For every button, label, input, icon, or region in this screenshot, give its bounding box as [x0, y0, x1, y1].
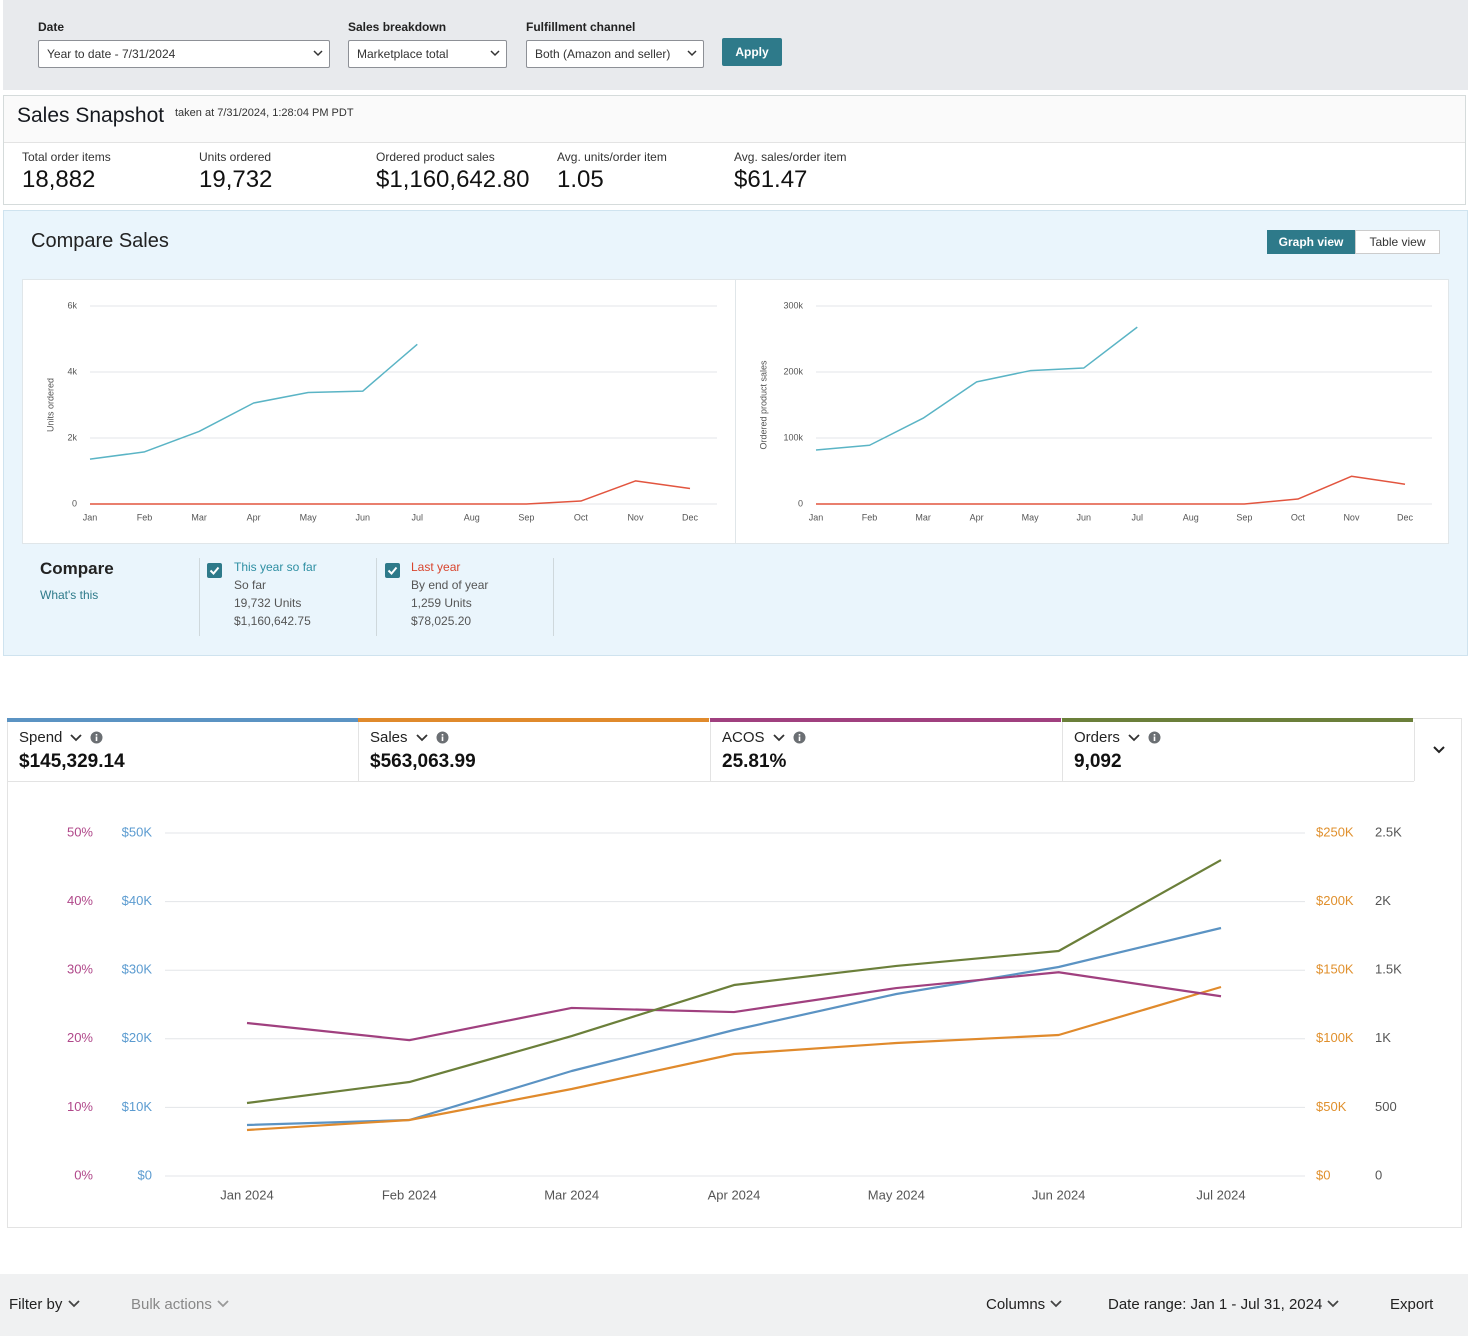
compare-item: Last year By end of year 1,259 Units $78… [411, 558, 488, 630]
chart-divider [735, 279, 736, 544]
tab-value: 9,092 [1074, 751, 1122, 772]
divider [199, 558, 200, 636]
legend-entry: This year so far [234, 560, 317, 574]
divider [553, 558, 554, 636]
metric-value: 1.05 [557, 166, 604, 193]
compare-line: 19,732 Units [234, 596, 302, 610]
metric-label: Avg. sales/order item [734, 150, 847, 164]
tab-value: $145,329.14 [19, 751, 125, 772]
select-value: Both (Amazon and seller) [535, 47, 671, 61]
divider [376, 558, 377, 636]
toolbar-text: Bulk actions [131, 1296, 212, 1313]
chevron[interactable] [1128, 733, 1140, 742]
channel-select[interactable]: Both (Amazon and seller) [526, 40, 704, 68]
chevron [1327, 1300, 1340, 1308]
filter-label: Fulfillment channel [526, 20, 636, 34]
snapshot-time: taken at 7/31/2024, 1:28:04 PM PDT [175, 107, 354, 119]
toolbar-text: Filter by [9, 1296, 63, 1313]
metric-label: Total order items [22, 150, 111, 164]
columns[interactable]: Columns [986, 1296, 1063, 1313]
tab-value: $563,063.99 [370, 751, 476, 772]
snapshot-title: Sales Snapshot [17, 104, 165, 127]
info-icon[interactable] [90, 731, 103, 744]
info-icon[interactable] [1148, 731, 1161, 744]
filter-label: Date [38, 20, 65, 34]
compare-title: Compare Sales [31, 230, 169, 252]
compare-line: $78,025.20 [411, 614, 472, 628]
export[interactable]: Export [1390, 1296, 1434, 1313]
tab-label: Spend [19, 729, 103, 746]
legend-entry: Last year [411, 560, 461, 574]
metric-value: $61.47 [734, 166, 808, 193]
expand-chevron[interactable] [1432, 745, 1446, 755]
tab-border [710, 722, 711, 781]
select-value: Marketplace total [357, 47, 449, 61]
checkbox[interactable] [385, 563, 400, 578]
info-icon[interactable] [436, 731, 449, 744]
select-value: Year to date - 7/31/2024 [47, 47, 176, 61]
tab-value: 25.81% [722, 751, 787, 772]
compare-line: By end of year [411, 578, 489, 592]
filter-label: Sales breakdown [348, 20, 447, 34]
compare-item: This year so far So far 19,732 Units $1,… [234, 558, 317, 630]
tab-border [1414, 722, 1415, 781]
tab-label: Sales [370, 729, 449, 746]
metric-value: $1,160,642.80 [376, 166, 530, 193]
apply-button[interactable]: Apply [722, 38, 782, 66]
chevron [217, 1300, 229, 1308]
tab-color-bar [1062, 718, 1413, 722]
tab-label: Orders [1074, 729, 1161, 746]
table-view-button[interactable]: Table view [1355, 230, 1440, 254]
tab-color-bar [710, 718, 1061, 722]
snapshot-box [3, 95, 1466, 205]
tab-border [358, 722, 359, 781]
graph-view-button[interactable]: Graph view [1267, 230, 1355, 254]
tab-color-bar [358, 718, 709, 722]
snapshot-header [4, 96, 1465, 143]
chevron[interactable] [772, 733, 785, 742]
chevron [490, 50, 500, 57]
info-icon[interactable] [793, 731, 806, 744]
chevron[interactable] [415, 733, 428, 742]
compare-heading: Compare [40, 559, 114, 578]
help-link[interactable]: What's this [40, 588, 99, 602]
tab-label: ACOS [722, 729, 806, 746]
tab-border [1062, 722, 1063, 781]
metric-label: Avg. units/order item [557, 150, 667, 164]
toolbar-text: Date range: Jan 1 - Jul 31, 2024 [1108, 1296, 1323, 1313]
metric-value: 18,882 [22, 166, 96, 193]
chevron [67, 1300, 80, 1308]
breakdown-select[interactable]: Marketplace total [348, 40, 507, 68]
tab-border [8, 781, 1414, 782]
legend-entry[interactable]: Orders [1074, 729, 1120, 746]
checkbox[interactable] [207, 563, 222, 578]
metric-label: Units ordered [199, 150, 272, 164]
date-range[interactable]: Date range: Jan 1 - Jul 31, 2024 [1108, 1296, 1340, 1313]
metric-value: 19,732 [199, 166, 273, 193]
legend-entry[interactable]: Sales [370, 729, 408, 746]
ads-panel [7, 718, 1462, 1228]
bulk-actions[interactable]: Bulk actions [131, 1296, 230, 1313]
legend-entry[interactable]: ACOS [722, 729, 765, 746]
filter-by[interactable]: Filter by [9, 1296, 81, 1313]
chevron [313, 50, 323, 57]
chevron[interactable] [70, 733, 83, 742]
date-select[interactable]: Year to date - 7/31/2024 [38, 40, 330, 68]
toolbar-text: Columns [986, 1296, 1046, 1313]
tab-color-bar [7, 718, 358, 722]
compare-line: 1,259 Units [411, 596, 472, 610]
chevron [687, 50, 697, 57]
toolbar [0, 1274, 1468, 1336]
compare-line: $1,160,642.75 [234, 614, 311, 628]
chevron [1050, 1300, 1062, 1308]
compare-line: So far [234, 578, 267, 592]
legend-entry[interactable]: Spend [19, 729, 63, 746]
metric-label: Ordered product sales [376, 150, 495, 164]
